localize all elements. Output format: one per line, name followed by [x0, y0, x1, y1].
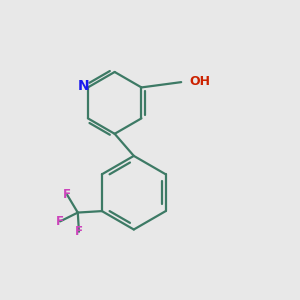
Text: F: F [75, 225, 83, 238]
Text: N: N [78, 79, 90, 93]
Text: OH: OH [189, 75, 210, 88]
Text: F: F [56, 215, 64, 228]
Text: F: F [63, 188, 71, 201]
